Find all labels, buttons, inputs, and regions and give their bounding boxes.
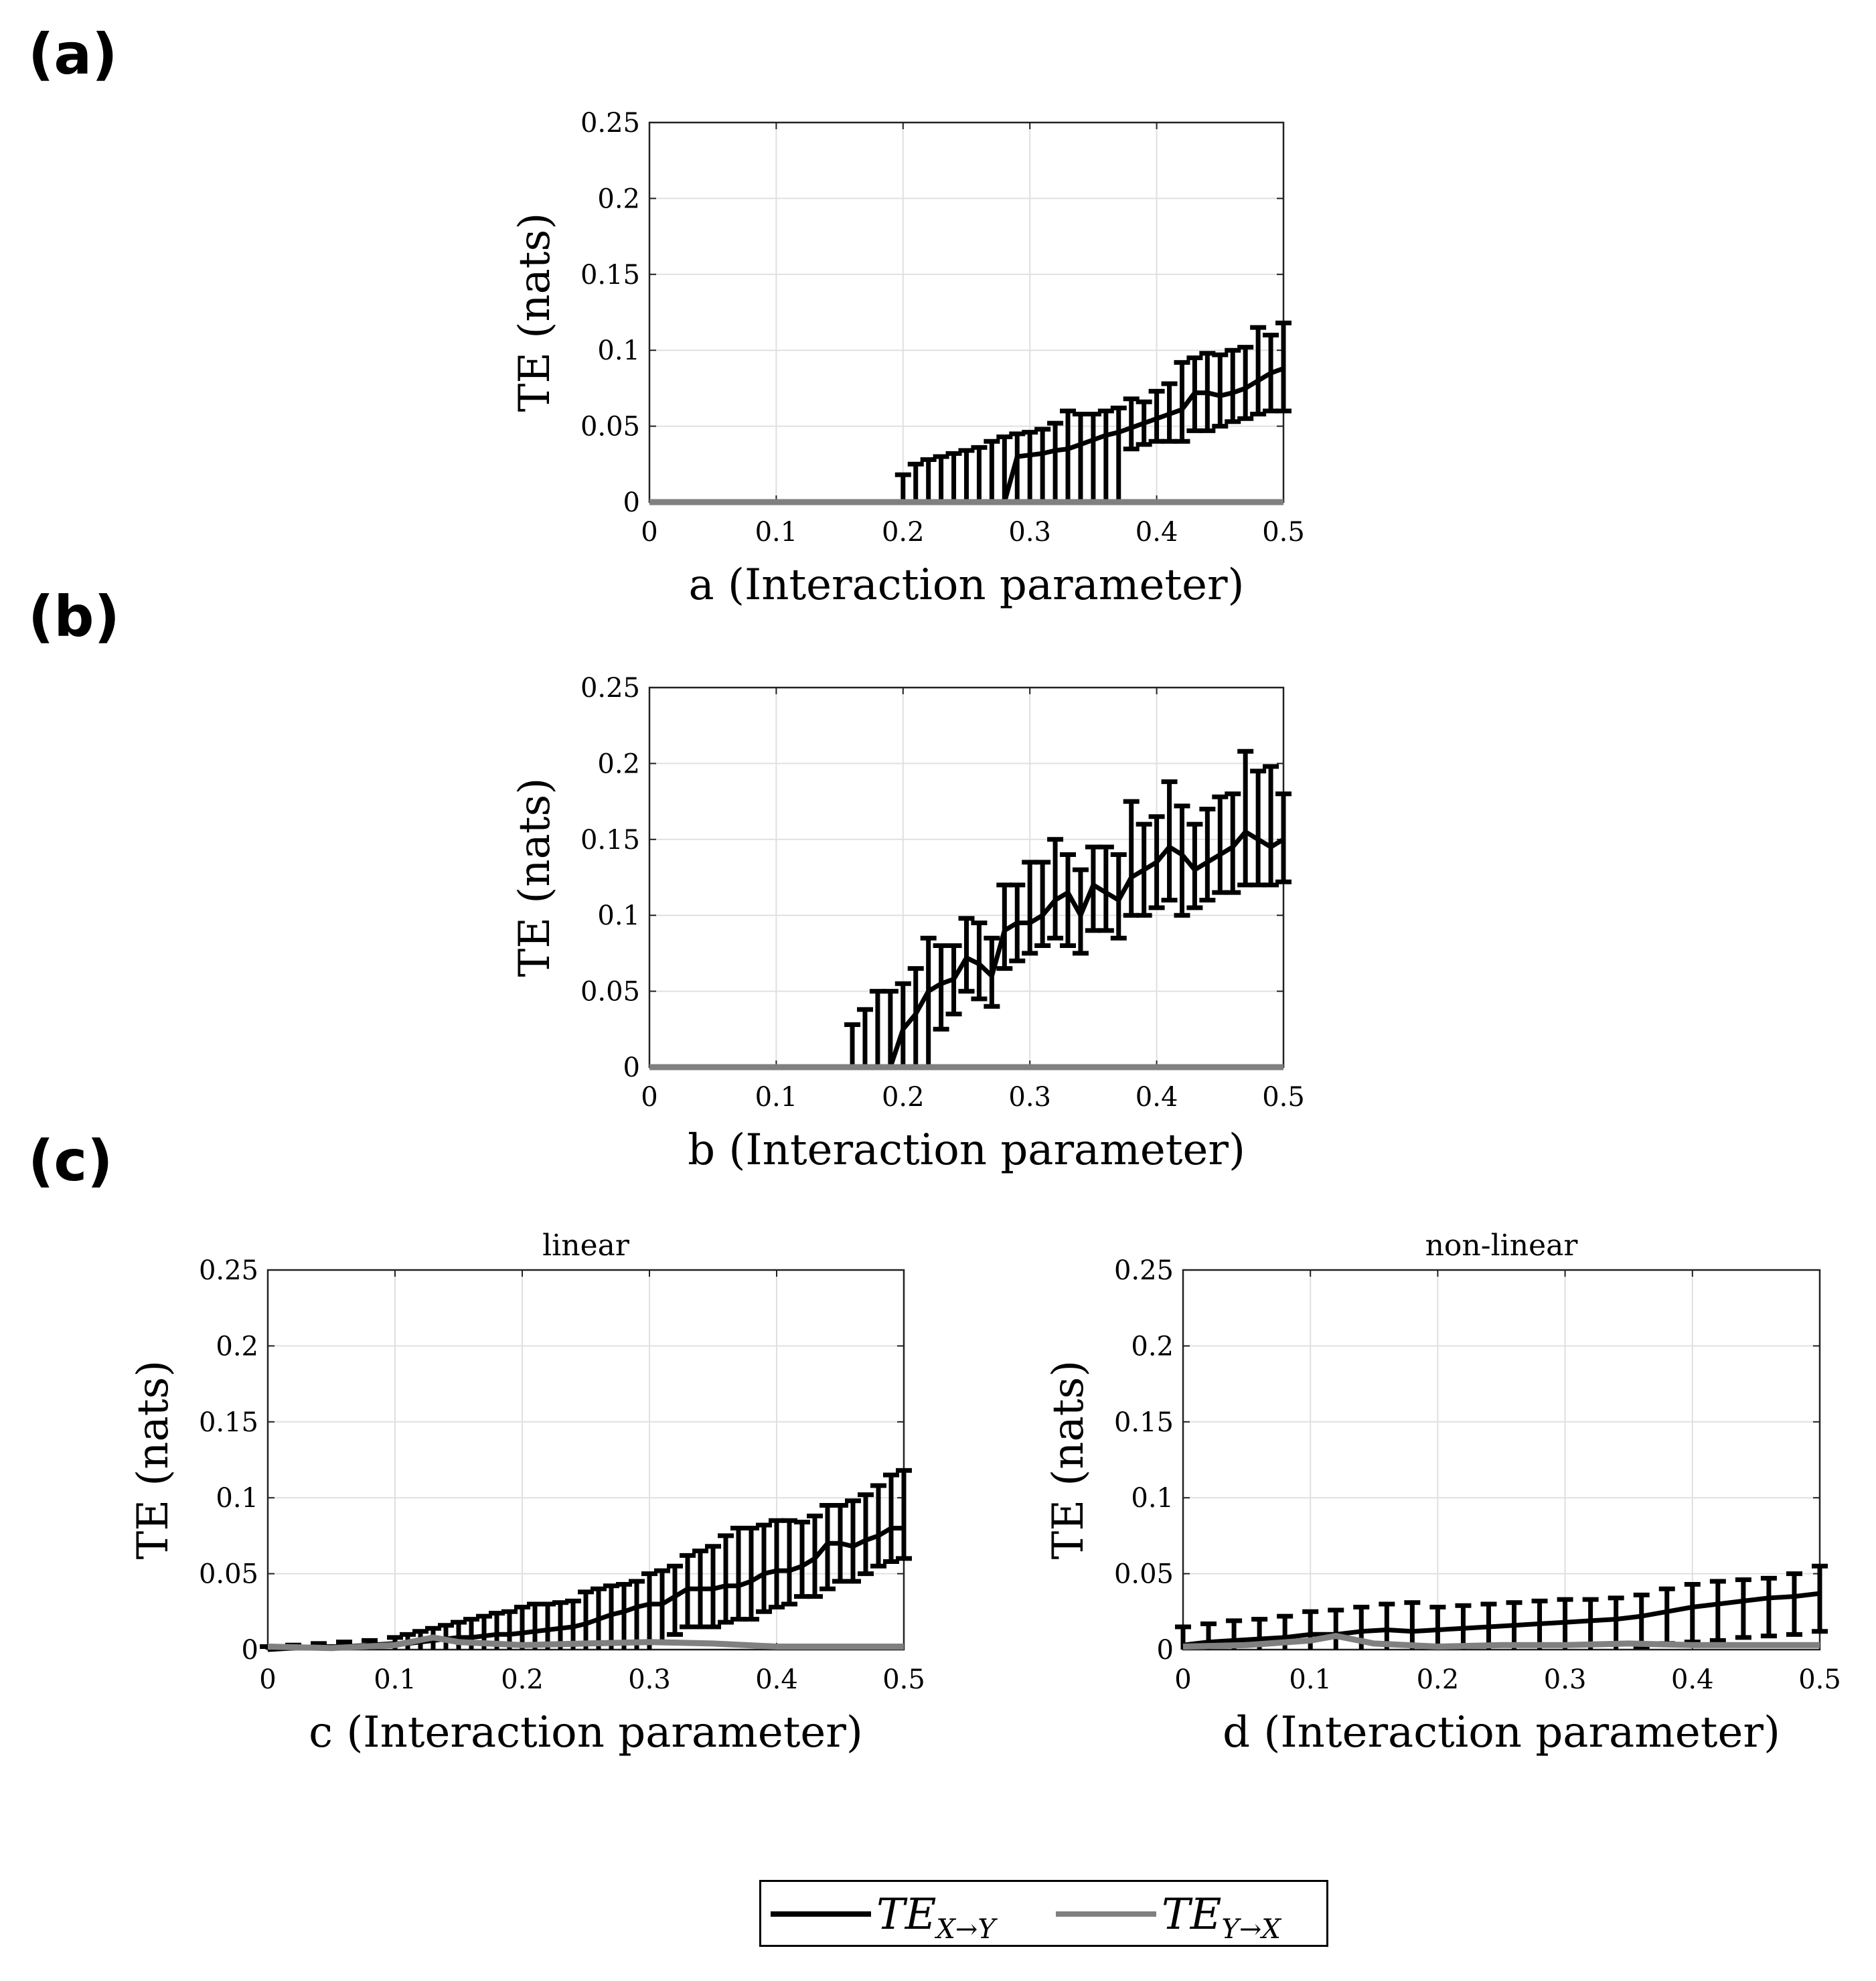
chart3-xtick-label: 0 (259, 1664, 276, 1695)
chart2-xtick-label: 0.3 (1008, 1082, 1051, 1113)
legend-label-yx-main: TE (1162, 1890, 1222, 1939)
chart4-xtick-label: 0.2 (1417, 1664, 1460, 1695)
chart2-xlabel: b (Interaction parameter) (688, 1125, 1245, 1175)
chart4-ytick-label: 0 (1157, 1635, 1174, 1666)
chart4-series-yx-line (1182, 1633, 1820, 1650)
chart4-ylabel: TE (nats) (1044, 1360, 1093, 1560)
chart3-xtick-label: 0.2 (501, 1664, 544, 1695)
chart4-axes-box (1182, 1269, 1821, 1651)
chart1-ytick-label: 0.1 (597, 335, 640, 366)
chart4-title: non-linear (1425, 1229, 1579, 1263)
chart4-ytick-label: 0.25 (1114, 1255, 1174, 1286)
chart3-ytick-label: 0.25 (199, 1255, 258, 1286)
chart1-xtick-label: 0.2 (882, 517, 925, 548)
chart3-series-yx-line (267, 1634, 904, 1652)
chart2-xtick-label: 0.1 (755, 1082, 798, 1113)
chart3-ytick-label: 0.2 (216, 1331, 258, 1362)
chart2-xtick-label: 0.2 (882, 1082, 925, 1113)
chart2-ylabel: TE (nats) (510, 778, 560, 977)
chart1-ylabel: TE (nats) (510, 213, 560, 412)
chart4-xtick-label: 0.3 (1544, 1664, 1587, 1695)
legend-label-xy-sub: X→Y (936, 1913, 996, 1945)
chart3-ytick-label: 0.05 (199, 1559, 258, 1590)
chart1-ytick-label: 0.2 (597, 183, 640, 214)
legend-label-yx: TEY→X (1162, 1890, 1281, 1945)
chart1-xtick-label: 0 (641, 517, 657, 548)
chart4-ytick-label: 0.1 (1131, 1483, 1174, 1514)
chart1-xtick-label: 0.4 (1136, 517, 1178, 548)
chart2-xtick-label: 0.5 (1262, 1082, 1305, 1113)
chart4-ytick-label: 0.05 (1114, 1559, 1174, 1590)
chart2-series-xy-line (852, 829, 1285, 1070)
chart4-ytick-label: 0.15 (1114, 1407, 1174, 1438)
chart1-xtick-label: 0.1 (755, 517, 798, 548)
chart2-xtick-label: 0.4 (1136, 1082, 1178, 1113)
chart2-ytick-label: 0.1 (597, 900, 640, 931)
legend: TEX→Y TEY→X (759, 1880, 1328, 1947)
chart3-ytick-label: 0 (242, 1635, 258, 1666)
chart2-axes-box (648, 686, 1285, 1068)
legend-label-yx-sub: Y→X (1221, 1913, 1281, 1945)
chart2-xtick-label: 0 (641, 1082, 657, 1113)
panel-label-c: (c) (28, 1128, 113, 1194)
chart1-ytick-label: 0.25 (580, 108, 640, 139)
chart4-xtick-label: 0.5 (1798, 1664, 1841, 1695)
chart4-xtick-label: 0.4 (1671, 1664, 1714, 1695)
chart2-ytick-label: 0.2 (597, 748, 640, 779)
chart1-xlabel: a (Interaction parameter) (688, 560, 1244, 610)
chart3-title: linear (542, 1229, 630, 1263)
chart4-xtick-label: 0.1 (1289, 1664, 1332, 1695)
chart1-xtick-label: 0.3 (1008, 517, 1051, 548)
chart2-ytick-label: 0.15 (580, 825, 640, 856)
chart1-xtick-label: 0.5 (1262, 517, 1305, 548)
chart3-ylabel: TE (nats) (129, 1360, 178, 1560)
legend-swatch-yx (1056, 1911, 1156, 1917)
chart2-ytick-label: 0.05 (580, 977, 640, 1008)
chart3-xtick-label: 0.1 (374, 1664, 416, 1695)
chart3-xtick-label: 0.4 (755, 1664, 798, 1695)
legend-swatch-xy (771, 1911, 871, 1917)
chart4-series-xy-line (1182, 1591, 1820, 1648)
chart4-ytick-label: 0.2 (1131, 1331, 1174, 1362)
panel-label-b: (b) (28, 584, 120, 649)
chart3-ytick-label: 0.15 (199, 1407, 258, 1438)
chart3-xtick-label: 0.3 (628, 1664, 671, 1695)
chart1-ytick-label: 0 (623, 487, 640, 518)
chart4-xlabel: d (Interaction parameter) (1223, 1708, 1780, 1757)
chart2-ytick-label: 0.25 (580, 673, 640, 704)
chart1-axes-box (648, 121, 1285, 503)
chart1-ytick-label: 0.05 (580, 412, 640, 443)
chart3-xtick-label: 0.5 (882, 1664, 925, 1695)
chart3-xlabel: c (Interaction parameter) (309, 1708, 863, 1757)
panel-label-a: (a) (28, 21, 118, 87)
chart1-ytick-label: 0.15 (580, 260, 640, 291)
legend-label-xy: TEX→Y (876, 1890, 996, 1945)
chart2-ytick-label: 0 (623, 1052, 640, 1083)
chart4-xtick-label: 0 (1174, 1664, 1191, 1695)
chart3-ytick-label: 0.1 (216, 1483, 258, 1514)
legend-label-xy-main: TE (876, 1890, 937, 1939)
